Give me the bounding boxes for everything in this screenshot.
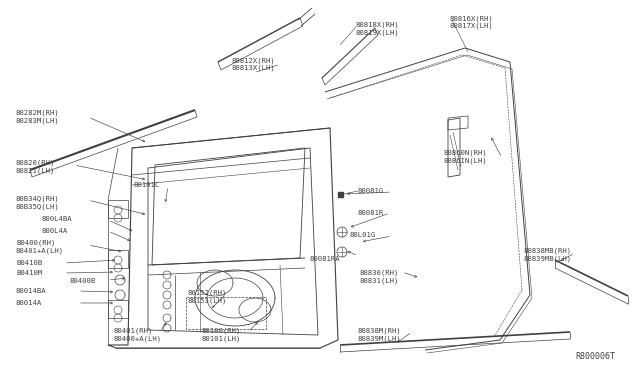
Text: 80081RA: 80081RA <box>310 256 340 262</box>
Text: 800L4A: 800L4A <box>42 228 68 234</box>
Polygon shape <box>338 192 343 197</box>
Text: 80B34Q(RH)
80B35Q(LH): 80B34Q(RH) 80B35Q(LH) <box>16 196 60 210</box>
Text: 80100(RH)
80101(LH): 80100(RH) 80101(LH) <box>202 328 241 342</box>
Text: 80818X(RH)
80819X(LH): 80818X(RH) 80819X(LH) <box>355 22 399 36</box>
Text: 80860N(RH)
8086IN(LH): 80860N(RH) 8086IN(LH) <box>444 150 488 164</box>
Text: 80838M(RH)
80839M(LH): 80838M(RH) 80839M(LH) <box>358 328 402 342</box>
Bar <box>108 250 128 268</box>
Text: R800006T: R800006T <box>575 352 615 361</box>
Text: B0410B: B0410B <box>16 260 42 266</box>
Text: B0400(RH)
80401+A(LH): B0400(RH) 80401+A(LH) <box>16 240 64 254</box>
Text: 80101C: 80101C <box>133 182 159 188</box>
Text: 80812X(RH)
80813X(LH): 80812X(RH) 80813X(LH) <box>232 57 276 71</box>
Text: B0410M: B0410M <box>16 270 42 276</box>
Text: 800L4BA: 800L4BA <box>42 216 72 222</box>
Bar <box>108 200 128 218</box>
Text: 80014BA: 80014BA <box>16 288 47 294</box>
Text: 80401(RH)
80400+A(LH): 80401(RH) 80400+A(LH) <box>113 328 161 342</box>
Text: 80282M(RH)
80283M(LH): 80282M(RH) 80283M(LH) <box>16 110 60 124</box>
Text: 80152(RH)
80153(LH): 80152(RH) 80153(LH) <box>188 290 227 304</box>
Text: 80838MB(RH)
80839MB(LH): 80838MB(RH) 80839MB(LH) <box>524 248 572 262</box>
Text: 80830(RH)
80831(LH): 80830(RH) 80831(LH) <box>360 270 399 284</box>
Bar <box>108 300 128 318</box>
Text: 80816X(RH)
80817X(LH): 80816X(RH) 80817X(LH) <box>450 15 493 29</box>
Text: 80081G: 80081G <box>358 188 384 194</box>
Text: 80400B: 80400B <box>70 278 96 284</box>
Text: 80014A: 80014A <box>16 300 42 306</box>
Text: 80081R: 80081R <box>358 210 384 216</box>
Bar <box>186 297 266 329</box>
Text: 80L01G: 80L01G <box>350 232 376 238</box>
Text: 80820(RH)
80821(LH): 80820(RH) 80821(LH) <box>16 160 56 174</box>
